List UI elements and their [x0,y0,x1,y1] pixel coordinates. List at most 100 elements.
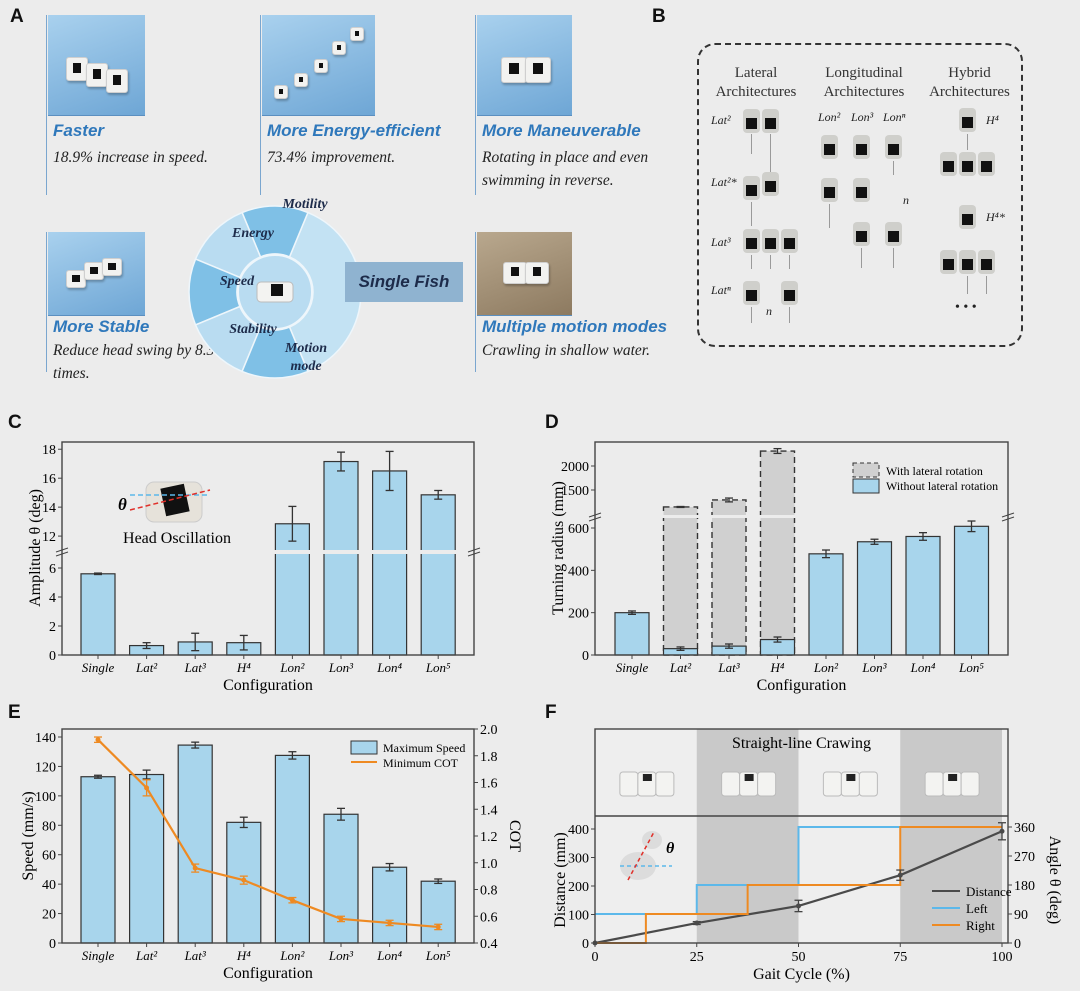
axis-break-mark [467,547,481,553]
robot-image [48,15,145,116]
robot-image [48,232,145,316]
x-tick-label: Lon² [279,948,305,963]
bar-maximum-speed [323,813,359,944]
y-tick-label: 12 [42,530,56,545]
y-tick-label: 0 [582,937,589,952]
chart-title: Straight-line Crawing [732,735,871,752]
theta-symbol: θ [666,840,675,857]
bar-with-lateral-rotation [759,450,796,656]
x-axis-label: Configuration [223,677,313,694]
single-fish-label: Single Fish [345,262,463,302]
y-tick-label: 1.6 [480,777,498,792]
y-tick-label: 14 [42,501,56,516]
x-tick-label: Lon⁵ [958,660,984,675]
wheel-label: Speed [220,274,255,289]
marker-icon [948,774,958,781]
wheel-label: Stability [229,322,277,337]
y-tick-label: 0 [49,937,56,952]
theta-symbol: θ [118,495,127,514]
legend-label: Right [966,918,995,933]
y-tick-label: 180 [1014,879,1035,894]
axis-break-mark [588,512,602,518]
y-tick-label: 1.0 [480,857,498,872]
bar [420,494,456,656]
y2-axis-label: Angle θ (deg) [1046,836,1063,925]
x-tick-label: Lon⁴ [910,660,936,675]
x-axis-label: Gait Cycle (%) [753,966,850,983]
cot-point [435,924,441,930]
bar-without-lateral-rotation [614,612,650,656]
config-label: Lat² [711,113,731,127]
x-tick-label: Lat² [135,660,158,675]
chart-f: Straight-line Crawing0100200300400090180… [552,728,1063,983]
legend-label: Left [966,901,988,916]
config-label: Latⁿ [711,283,731,297]
cot-point [144,785,150,791]
y-tick-label: 2.0 [480,723,498,738]
marker-icon [744,774,754,781]
panel-label-d: D [545,412,559,433]
head-line [129,489,211,511]
y-tick-label: 270 [1014,850,1035,865]
bar [274,523,310,656]
y-tick-label: 20 [42,908,56,923]
x-tick-label: 100 [992,950,1013,965]
x-tick-label: Lat³ [184,948,207,963]
y-tick-label: 1.4 [480,803,498,818]
x-tick-label: Lat³ [184,660,207,675]
robot-top-view [642,831,662,849]
robot-module [924,771,944,797]
column-title-hybrid: Hybrid Architectures [929,65,1010,100]
card-desc: Reduce head swing by 8.3 times. [53,342,215,382]
config-label: Lonⁿ [883,110,906,124]
bar-with-lateral-rotation [662,506,699,656]
legend-label: Minimum COT [383,756,459,770]
x-tick-label: Lon³ [328,660,354,675]
axis-break-mark [55,547,69,553]
card-title: More Energy-efficient [267,121,441,140]
axis-break-mark [588,516,602,522]
robot-image [262,15,375,116]
legend-label: Without lateral rotation [886,479,998,493]
cot-point [192,865,198,871]
sand-robot-image [477,232,572,316]
bar [80,573,116,656]
panel-label-b: B [652,6,666,27]
legend-swatch [852,478,880,494]
bar-maximum-speed [129,773,165,944]
distance-point [999,828,1005,834]
y2-axis-label: COT [506,820,523,852]
plot-frame [594,728,1009,944]
distance-point [694,920,700,926]
x-tick-label: Lon² [279,660,305,675]
y-axis-label: Amplitude θ (deg) [27,489,44,607]
architecture-box [697,43,1023,347]
line-minimum-cot [97,738,439,929]
y-tick-label: 140 [35,731,56,746]
legend-swatch [852,462,880,478]
card-title: Multiple motion modes [482,317,668,336]
bar-with-lateral-rotation [711,499,747,656]
wheel-label: Energy [231,226,275,241]
x-tick-label: Lat² [669,660,692,675]
y-axis-label: Speed (mm/s) [20,791,37,880]
x-tick-label: Lon⁴ [376,948,402,963]
card-title: More Maneuverable [482,121,641,140]
plot-frame [594,441,1009,656]
y-tick-label: 6 [49,562,56,577]
marker-icon [160,483,190,517]
robot-module [619,771,639,797]
x-tick-label: 75 [893,950,907,965]
marker-icon [271,284,283,296]
y-tick-label: 0.4 [480,937,498,952]
config-label: Lon² [818,110,841,124]
card-desc: Rotating in place and even swimming in r… [482,149,649,189]
y-tick-label: 2000 [561,460,589,475]
bar-maximum-speed [420,880,456,944]
card-desc: 18.9% increase in speed. [53,149,208,166]
config-label: Lat²* [711,175,737,189]
x-tick-label: Lon⁵ [425,660,451,675]
y-tick-label: 0 [49,649,56,664]
panel-label-c: C [8,412,22,433]
